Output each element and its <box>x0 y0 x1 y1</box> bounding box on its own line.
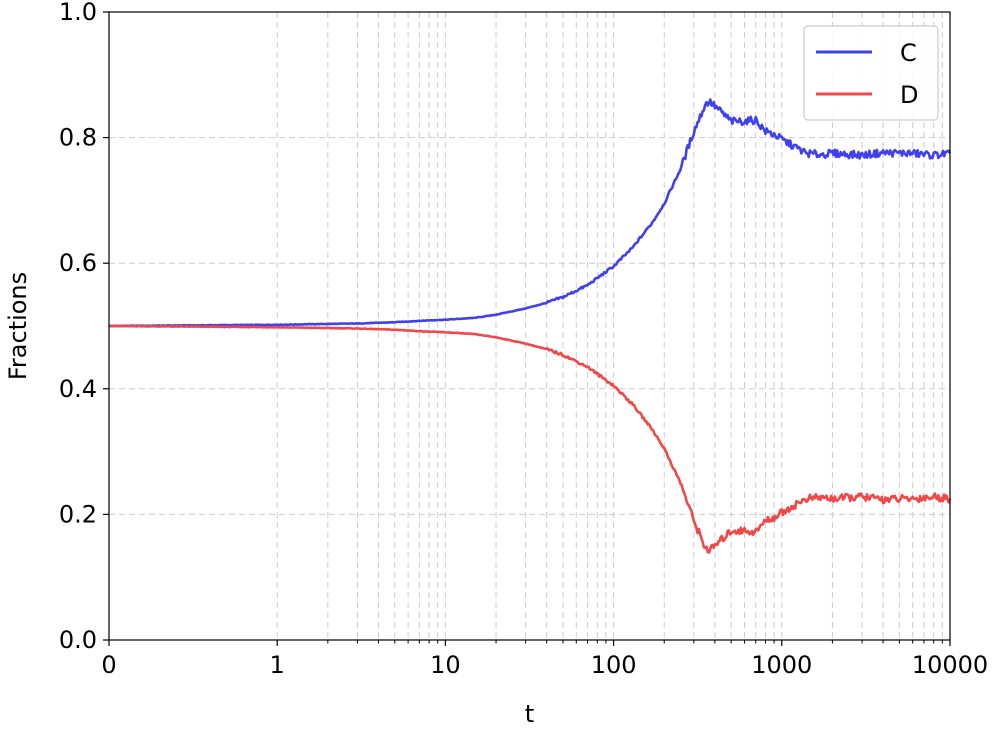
x-tick-label: 1 <box>270 651 285 679</box>
x-axis-label: t <box>525 700 534 728</box>
y-tick-label: 0.4 <box>59 375 97 403</box>
y-tick-label: 0.6 <box>59 249 97 277</box>
legend-box <box>803 25 939 121</box>
y-tick-label: 0.8 <box>59 124 97 152</box>
legend: CD <box>803 25 939 121</box>
series-line-d <box>108 324 952 554</box>
x-tick-label: 0 <box>101 651 116 679</box>
grid <box>109 12 950 640</box>
series-lines <box>108 98 952 554</box>
series-line-c <box>108 98 952 328</box>
plot-area-frame <box>108 11 951 641</box>
legend-label-d: D <box>900 81 918 109</box>
x-tick-label: 10000 <box>912 651 988 679</box>
x-tick-label: 1000 <box>751 651 812 679</box>
y-tick-label: 0.0 <box>59 626 97 654</box>
x-tick-label: 10 <box>430 651 461 679</box>
axis-ticks: 0 1 10 100 1000 10000 0.0 0.2 0.4 0.6 0.8 1.0 <box>59 0 988 679</box>
legend-label-c: C <box>900 39 917 67</box>
y-axis-label: Fractions <box>4 272 32 380</box>
y-tick-label: 0.2 <box>59 500 97 528</box>
y-tick-label: 1.0 <box>59 0 97 26</box>
x-tick-label: 100 <box>591 651 637 679</box>
